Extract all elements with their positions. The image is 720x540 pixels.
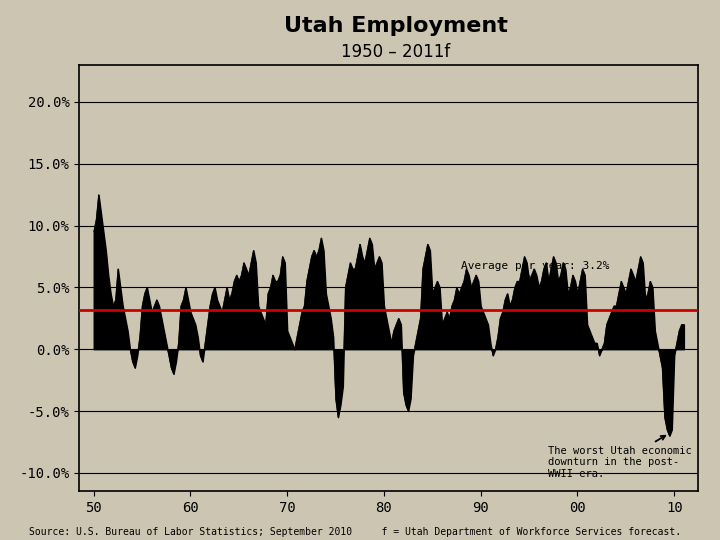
- Text: The worst Utah economic
downturn in the post-
WWII era.: The worst Utah economic downturn in the …: [549, 436, 692, 479]
- Text: 1950 – 2011f: 1950 – 2011f: [341, 43, 451, 61]
- Text: Average per year: 3.2%: Average per year: 3.2%: [462, 261, 610, 306]
- Text: Utah Employment: Utah Employment: [284, 16, 508, 36]
- Text: Source: U.S. Bureau of Labor Statistics; September 2010     f = Utah Department : Source: U.S. Bureau of Labor Statistics;…: [29, 526, 681, 537]
